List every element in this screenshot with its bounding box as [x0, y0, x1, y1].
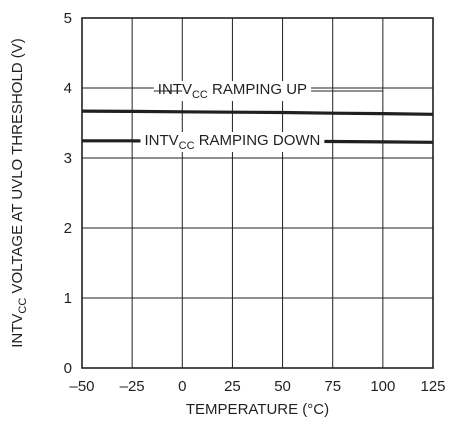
series-label-background: [140, 132, 325, 152]
y-axis-label-subscript: CC: [17, 298, 29, 314]
grid-lines: [82, 18, 433, 368]
x-tick-label: 0: [178, 378, 186, 395]
series-label-subscript: CC: [179, 140, 195, 152]
y-tick-label: 3: [64, 150, 72, 167]
y-tick-label: 2: [64, 220, 72, 237]
x-tick-label: –50: [69, 378, 94, 395]
y-tick-label: 1: [64, 290, 72, 307]
y-tick-labels: 0 1 2 3 4 5: [64, 10, 72, 377]
y-tick-label: 5: [64, 10, 72, 27]
series-label-background: [153, 81, 312, 101]
series-line-ramping-up: [81, 109, 434, 116]
x-axis-label: TEMPERATURE (°C): [186, 401, 329, 418]
series-label-text: INTVCC RAMPING UP: [158, 81, 307, 101]
y-axis-label: INTVCC VOLTAGE AT UVLO THRESHOLD (V): [9, 38, 29, 348]
series-label-ramping-down: INTVCC RAMPING DOWN: [132, 132, 433, 152]
x-tick-labels: –50 –25 0 25 50 75 100 125: [69, 378, 445, 395]
series-label-text: INTVCC RAMPING DOWN: [144, 132, 320, 152]
x-tick-label: 75: [324, 378, 341, 395]
series-label-prefix: INTV: [144, 132, 178, 149]
series-label-prefix: INTV: [158, 81, 192, 98]
x-tick-label: 25: [224, 378, 241, 395]
x-tick-label: –25: [120, 378, 145, 395]
x-tick-label: 125: [420, 378, 445, 395]
series-label-subscript: CC: [192, 89, 208, 101]
y-axis-label-prefix: INTV: [9, 314, 26, 348]
y-tick-label: 4: [64, 80, 72, 97]
x-tick-label: 50: [274, 378, 291, 395]
series-label-suffix: RAMPING UP: [208, 81, 307, 98]
series-label-suffix: RAMPING DOWN: [195, 132, 321, 149]
x-tick-label: 100: [370, 378, 395, 395]
series-label-ramping-up: INTVCC RAMPING UP: [153, 81, 383, 101]
y-tick-label: 0: [64, 360, 72, 377]
plot-frame: [81, 17, 434, 369]
y-axis-label-suffix: VOLTAGE AT UVLO THRESHOLD (V): [9, 38, 26, 298]
